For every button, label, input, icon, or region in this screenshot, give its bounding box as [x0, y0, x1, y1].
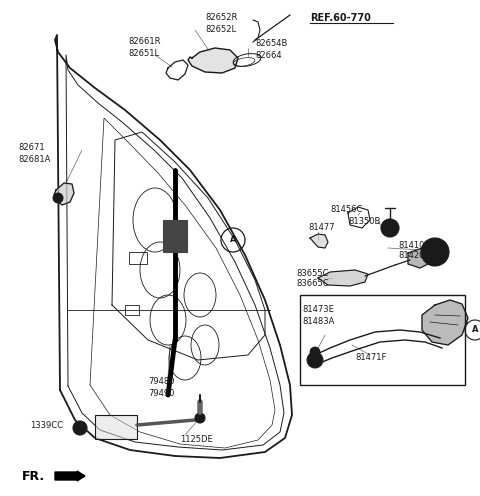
Circle shape	[310, 347, 320, 357]
Bar	[163, 220, 187, 252]
Bar	[300, 295, 465, 385]
Text: 82651L: 82651L	[128, 49, 159, 58]
Circle shape	[73, 421, 87, 435]
Polygon shape	[310, 234, 328, 248]
Text: 81420E: 81420E	[398, 251, 430, 260]
FancyArrow shape	[55, 471, 85, 481]
Polygon shape	[408, 248, 432, 268]
Polygon shape	[422, 300, 468, 345]
Text: 81471F: 81471F	[355, 354, 386, 363]
Polygon shape	[318, 270, 368, 286]
Text: 81456C: 81456C	[330, 205, 362, 214]
Text: 82664: 82664	[255, 51, 282, 60]
Polygon shape	[188, 48, 238, 73]
Text: 81483A: 81483A	[302, 316, 335, 325]
Text: A: A	[230, 236, 236, 245]
Text: 82681A: 82681A	[18, 154, 50, 164]
Bar	[129, 252, 147, 264]
Text: REF.60-770: REF.60-770	[310, 13, 371, 23]
Circle shape	[195, 413, 205, 423]
Bar	[125, 305, 139, 315]
Text: 82661R: 82661R	[128, 38, 160, 47]
Text: 82671: 82671	[18, 143, 45, 152]
Text: 82652L: 82652L	[205, 24, 236, 34]
Circle shape	[427, 244, 443, 260]
Text: 79490: 79490	[148, 388, 174, 397]
Polygon shape	[54, 183, 74, 205]
Circle shape	[77, 425, 83, 431]
Text: A: A	[472, 325, 478, 334]
Bar	[95, 415, 137, 439]
Text: 81410E: 81410E	[398, 241, 430, 249]
Text: FR.: FR.	[22, 470, 45, 483]
Text: 79480: 79480	[148, 377, 175, 386]
Text: 83655C: 83655C	[296, 268, 328, 277]
Circle shape	[421, 238, 449, 266]
Circle shape	[53, 193, 63, 203]
Text: 83665C: 83665C	[296, 280, 329, 289]
Text: 1339CC: 1339CC	[30, 422, 63, 431]
Text: 81350B: 81350B	[348, 216, 380, 226]
Polygon shape	[96, 416, 137, 438]
Text: 1125DE: 1125DE	[180, 435, 213, 444]
Circle shape	[381, 219, 399, 237]
Text: 82654B: 82654B	[255, 40, 288, 49]
Circle shape	[307, 352, 323, 368]
Text: 82652R: 82652R	[205, 13, 238, 22]
Text: 81473E: 81473E	[302, 306, 334, 314]
Text: 81477: 81477	[308, 224, 335, 233]
